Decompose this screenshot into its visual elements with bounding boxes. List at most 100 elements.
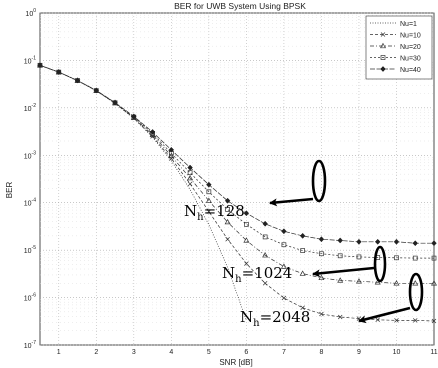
y-tick-exponent: -6 <box>32 293 37 299</box>
y-tick-label: 10-5 <box>24 245 36 255</box>
data-point <box>374 238 381 245</box>
y-tick-label: 10-7 <box>24 340 36 350</box>
y-tick-label: 10-1 <box>24 55 36 65</box>
data-point <box>262 234 268 240</box>
data-point <box>394 255 399 261</box>
data-point <box>243 210 250 217</box>
legend-label: Nu=10 <box>400 33 421 40</box>
y-tick-base: 10 <box>24 58 32 65</box>
legend-entry: Nu=40 <box>370 66 421 74</box>
y-tick-label: 100 <box>25 8 36 18</box>
data-point <box>281 242 287 248</box>
x-tick-label: 11 <box>430 349 437 356</box>
data-point <box>187 174 194 181</box>
y-tick-label: 10-4 <box>24 198 36 208</box>
data-point <box>280 263 287 269</box>
data-point <box>112 99 118 106</box>
data-point <box>56 69 62 76</box>
data-point <box>356 238 362 245</box>
data-point <box>168 146 175 153</box>
x-tick-label: 7 <box>282 349 286 356</box>
y-tick-exponent: -4 <box>32 198 37 204</box>
y-tick-exponent: -7 <box>32 340 37 346</box>
chart-title: BER for UWB System Using BPSK <box>174 1 306 11</box>
data-point <box>187 181 193 187</box>
series-lines <box>37 62 437 324</box>
y-tick-exponent: -5 <box>32 245 37 251</box>
data-point <box>206 189 212 195</box>
data-point <box>281 228 287 235</box>
annotation-ellipse <box>311 159 327 203</box>
data-point <box>412 255 418 261</box>
annotation-ellipse <box>408 272 424 312</box>
x-axis-ticks: 1 2 3 4 5 6 7 8 9 10 11 <box>57 349 438 356</box>
legend-label: Nu=1 <box>400 21 417 28</box>
data-point <box>187 170 193 176</box>
series-nu-40 <box>37 62 437 247</box>
data-point <box>380 55 386 60</box>
data-point <box>337 253 343 259</box>
data-point <box>337 237 343 244</box>
annotation-label: Nh=128 <box>184 202 245 223</box>
data-point <box>431 255 437 261</box>
data-point <box>300 248 306 253</box>
data-point <box>319 311 324 317</box>
data-point <box>380 66 386 72</box>
data-point <box>262 220 268 227</box>
annotation-label-base: N <box>184 202 197 220</box>
data-point <box>281 295 287 301</box>
annotation-label-rest: =2048 <box>260 308 311 326</box>
x-tick-label: 8 <box>319 349 323 356</box>
annotation-3: Nh=2048 <box>240 272 424 329</box>
annotation-2: Nh=1024 <box>222 245 387 285</box>
annotation-ellipse <box>373 245 387 283</box>
data-point <box>244 221 249 227</box>
data-point <box>262 252 269 258</box>
annotation-label-base: N <box>240 308 253 326</box>
data-point <box>37 62 43 69</box>
y-tick-exponent: 0 <box>33 8 36 14</box>
data-point <box>393 238 400 245</box>
data-point <box>74 77 81 84</box>
series-line <box>39 64 434 244</box>
annotation-label-rest: =128 <box>204 202 245 220</box>
legend-entry: Nu=30 <box>370 55 421 63</box>
annotation-label-sub: h <box>197 212 204 223</box>
y-tick-base: 10 <box>24 153 32 160</box>
y-tick-label: 10-6 <box>24 293 36 303</box>
data-point <box>412 280 419 286</box>
data-point <box>225 207 230 212</box>
legend-box <box>365 15 433 80</box>
data-point <box>318 274 325 281</box>
y-tick-base: 10 <box>24 201 32 208</box>
y-tick-label: 10-2 <box>24 103 36 113</box>
x-axis-label: SNR [dB] <box>219 358 252 367</box>
x-tick-label: 2 <box>94 349 98 356</box>
data-point <box>431 280 437 286</box>
annotation-label-rest: =1024 <box>242 264 293 282</box>
legend-label: Nu=20 <box>400 44 421 51</box>
data-point <box>337 277 344 283</box>
x-tick-label: 1 <box>57 349 61 356</box>
legend-entry: Nu=20 <box>370 42 421 51</box>
data-point <box>224 197 231 204</box>
y-axis-label: BER <box>5 182 14 199</box>
data-point <box>149 129 156 135</box>
data-point <box>431 318 437 324</box>
data-point <box>225 236 230 242</box>
data-point <box>380 32 386 37</box>
data-point <box>205 197 212 203</box>
data-point <box>299 270 306 276</box>
annotation-arrow <box>269 197 314 207</box>
data-point <box>319 251 324 257</box>
y-tick-base: 10 <box>24 343 32 350</box>
x-tick-label: 6 <box>244 349 248 356</box>
data-point <box>431 240 437 247</box>
annotation-arrow <box>358 306 411 324</box>
x-tick-label: 4 <box>169 349 173 356</box>
x-tick-label: 9 <box>357 349 361 356</box>
y-tick-base: 10 <box>24 248 32 255</box>
data-point <box>93 87 100 94</box>
